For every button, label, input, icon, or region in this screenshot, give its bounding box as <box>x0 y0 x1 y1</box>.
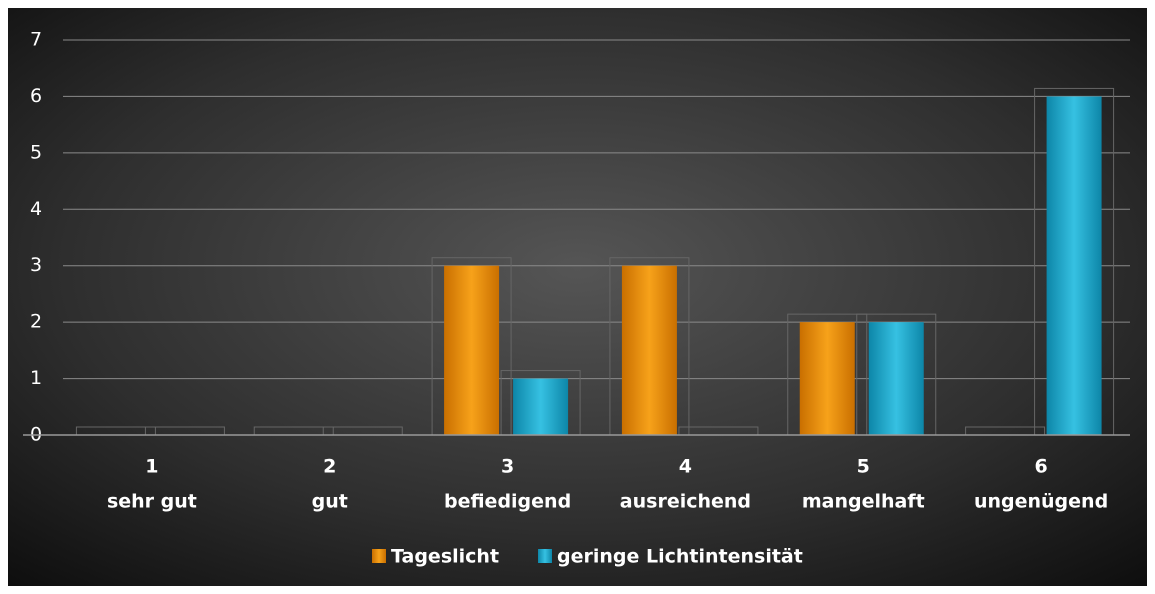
x-tick-label: gut <box>312 491 348 513</box>
bar <box>444 265 500 435</box>
x-tick-label: befiedigend <box>444 491 571 513</box>
bar <box>513 378 569 435</box>
legend-swatch <box>372 549 386 563</box>
bar <box>621 265 677 435</box>
x-tick-label: ungenügend <box>974 491 1108 513</box>
bar <box>868 322 924 435</box>
bar <box>799 322 855 435</box>
bar <box>1046 96 1102 435</box>
x-tick-label: 5 <box>857 456 870 478</box>
y-tick-label: 3 <box>30 254 42 276</box>
y-tick-label: 2 <box>30 311 42 333</box>
x-tick-label: mangelhaft <box>802 491 925 513</box>
x-tick-label: 4 <box>679 456 692 478</box>
x-tick-label: 1 <box>145 456 158 478</box>
y-tick-label: 5 <box>30 141 42 163</box>
y-tick-label: 7 <box>30 29 42 51</box>
y-tick-label: 4 <box>30 198 42 220</box>
x-tick-label: ausreichend <box>620 491 751 513</box>
background <box>8 8 1147 586</box>
legend-label: geringe Lichtintensität <box>557 546 803 568</box>
legend-label: Tageslicht <box>391 546 499 568</box>
x-tick-label: 2 <box>323 456 336 478</box>
x-tick-label: sehr gut <box>107 491 197 513</box>
x-tick-label: 3 <box>501 456 514 478</box>
y-tick-label: 6 <box>30 85 42 107</box>
y-tick-label: 1 <box>30 367 42 389</box>
legend-swatch <box>538 549 552 563</box>
x-tick-label: 6 <box>1034 456 1047 478</box>
